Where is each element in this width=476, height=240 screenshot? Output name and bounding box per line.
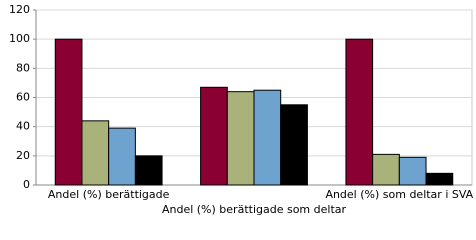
y-tick-label: 100	[9, 32, 30, 45]
y-tick-label: 40	[16, 120, 30, 133]
bar	[108, 127, 136, 186]
bar	[345, 38, 374, 186]
x-tick-label: Andel (%) berättigade	[48, 188, 170, 201]
bar	[134, 155, 163, 186]
bar	[425, 172, 454, 186]
chart: 0 20 40 60 80 100 120 Andel (%) berättigade Ande…	[9, 3, 474, 216]
bar	[280, 104, 308, 186]
x-tick-label: Andel (%) som deltar i SVA	[325, 188, 473, 201]
y-tick-label: 0	[23, 178, 30, 191]
bar	[226, 91, 255, 186]
bar	[372, 153, 400, 186]
bar	[54, 38, 83, 186]
y-tick-label: 60	[16, 91, 30, 104]
bar	[398, 156, 427, 186]
bar	[253, 89, 282, 186]
bar	[81, 120, 110, 186]
x-tick-label: Andel (%) berättigade som deltar	[162, 203, 347, 216]
y-tick-label: 120	[9, 3, 30, 16]
y-tick-label: 80	[16, 61, 30, 74]
y-tick-label: 20	[16, 149, 30, 162]
bar	[200, 86, 228, 186]
